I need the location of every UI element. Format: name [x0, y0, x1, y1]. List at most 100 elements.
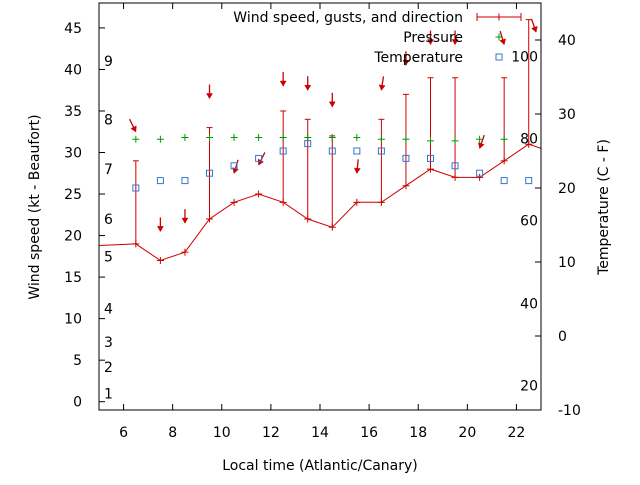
wind-speed-point — [255, 190, 263, 198]
legend-markers — [476, 13, 522, 61]
wind-speed-point — [328, 223, 336, 231]
fahrenheit-labels: 20 40 60 80 100 — [511, 49, 538, 394]
x-tick-label: 16 — [360, 425, 378, 441]
temperature-point — [230, 162, 238, 170]
x-tick-label: 10 — [213, 425, 231, 441]
left-axis-ticks: 0 5 10 15 20 25 30 35 40 45 — [64, 21, 105, 411]
wind-direction-arrowhead — [257, 158, 265, 166]
x-axis-ticks: 6 8 10 12 14 16 18 20 22 — [119, 3, 525, 441]
beaufort-label: 3 — [104, 335, 113, 351]
wind-speed-point — [402, 182, 410, 190]
pressure-point — [230, 134, 238, 142]
x-axis-label: Local time (Atlantic/Canary) — [222, 458, 418, 474]
legend-mark-temperature — [495, 53, 503, 61]
wind-speed-point — [156, 256, 164, 264]
pressure-point — [255, 134, 263, 142]
x-tick-label: 18 — [409, 425, 427, 441]
fahrenheit-label: 40 — [520, 296, 538, 312]
x-tick-label: 14 — [311, 425, 329, 441]
wind-direction-arrowhead — [279, 80, 287, 87]
left-tick-label: 20 — [64, 229, 82, 245]
temperature-point — [353, 147, 361, 155]
beaufort-label: 1 — [104, 386, 113, 402]
temperature-point — [525, 177, 533, 185]
legend-label-temperature: Temperature — [373, 50, 463, 66]
temperature-point — [156, 177, 164, 185]
temperature-point — [206, 169, 213, 177]
pressure-point — [451, 137, 459, 145]
fahrenheit-label: 20 — [520, 379, 538, 395]
wind-direction-arrowhead — [499, 38, 506, 45]
left-tick-label: 0 — [73, 395, 82, 411]
wind-speed-point — [206, 215, 213, 223]
beaufort-label: 8 — [104, 112, 113, 128]
left-tick-label: 5 — [73, 353, 82, 369]
wind-direction-arrowhead — [478, 142, 485, 149]
temperature-point — [328, 147, 336, 155]
beaufort-labels: 1 2 3 4 5 6 7 8 9 — [104, 54, 113, 402]
wind-direction-arrowhead — [402, 60, 410, 66]
temperature-point — [476, 169, 484, 177]
legend-label-pressure: Pressure — [403, 30, 463, 46]
pressure-point — [402, 135, 410, 143]
wind-speed-point — [353, 198, 361, 206]
wind-speed-point — [230, 198, 238, 206]
wind-speed-point — [525, 140, 533, 148]
pressure-point — [132, 135, 140, 143]
right-axis-label: Temperature (C - F) — [596, 139, 612, 276]
temperature-point — [304, 140, 312, 148]
legend-label-wind: Wind speed, gusts, and direction — [233, 10, 463, 26]
right-tick-label: 10 — [558, 255, 576, 271]
legend-mark-wind-point — [495, 13, 503, 21]
wind-direction-arrowhead — [427, 39, 434, 46]
pressure-point — [181, 134, 189, 142]
pressure-point — [279, 134, 287, 142]
wind-direction-arrowhead — [451, 39, 459, 46]
wind-direction-arrowhead — [328, 101, 336, 108]
beaufort-label: 9 — [104, 54, 113, 70]
pressure-point — [353, 134, 361, 142]
fahrenheit-label: 80 — [520, 131, 538, 147]
left-tick-label: 25 — [64, 187, 82, 203]
wind-direction-arrows — [128, 18, 538, 232]
wind-direction-arrowhead — [531, 25, 538, 33]
left-tick-label: 45 — [64, 21, 82, 37]
temperature-point — [279, 147, 287, 155]
x-tick-label: 20 — [458, 425, 476, 441]
wind-speed-points — [132, 140, 533, 264]
beaufort-label: 6 — [104, 212, 113, 228]
beaufort-label: 5 — [104, 249, 113, 265]
temperature-point — [427, 154, 434, 162]
left-tick-label: 10 — [64, 312, 82, 328]
temperature-point — [181, 177, 189, 185]
pressure-point — [206, 134, 213, 142]
pressure-point — [328, 134, 336, 142]
plot-frame — [98, 2, 542, 411]
wind-direction-arrowhead — [156, 226, 164, 232]
wind-direction-arrowhead — [353, 167, 361, 174]
right-tick-label: 40 — [558, 33, 576, 49]
fahrenheit-label: 60 — [520, 214, 538, 230]
wind-direction-arrowhead — [304, 84, 312, 91]
wind-speed-point — [427, 165, 434, 173]
temperature-point — [255, 154, 263, 162]
x-tick-label: 12 — [262, 425, 280, 441]
wind-speed-point — [476, 173, 484, 181]
wind-speed-point — [377, 198, 385, 206]
pressure-point — [476, 135, 484, 143]
legend: Wind speed, gusts, and direction Pressur… — [233, 10, 522, 66]
wind-direction-arrowhead — [181, 217, 189, 224]
temperature-point — [377, 147, 385, 155]
pressure-point — [377, 135, 385, 143]
x-tick-label: 22 — [508, 425, 526, 441]
beaufort-label: 4 — [104, 302, 113, 318]
left-tick-label: 30 — [64, 146, 82, 162]
wind-direction-arrowhead — [130, 125, 137, 133]
right-tick-label: 0 — [558, 329, 567, 345]
beaufort-label: 7 — [104, 162, 113, 178]
left-axis-label: Wind speed (kt - Beaufort) — [27, 114, 43, 299]
pressure-point — [304, 134, 312, 142]
temperature-points — [132, 140, 533, 192]
